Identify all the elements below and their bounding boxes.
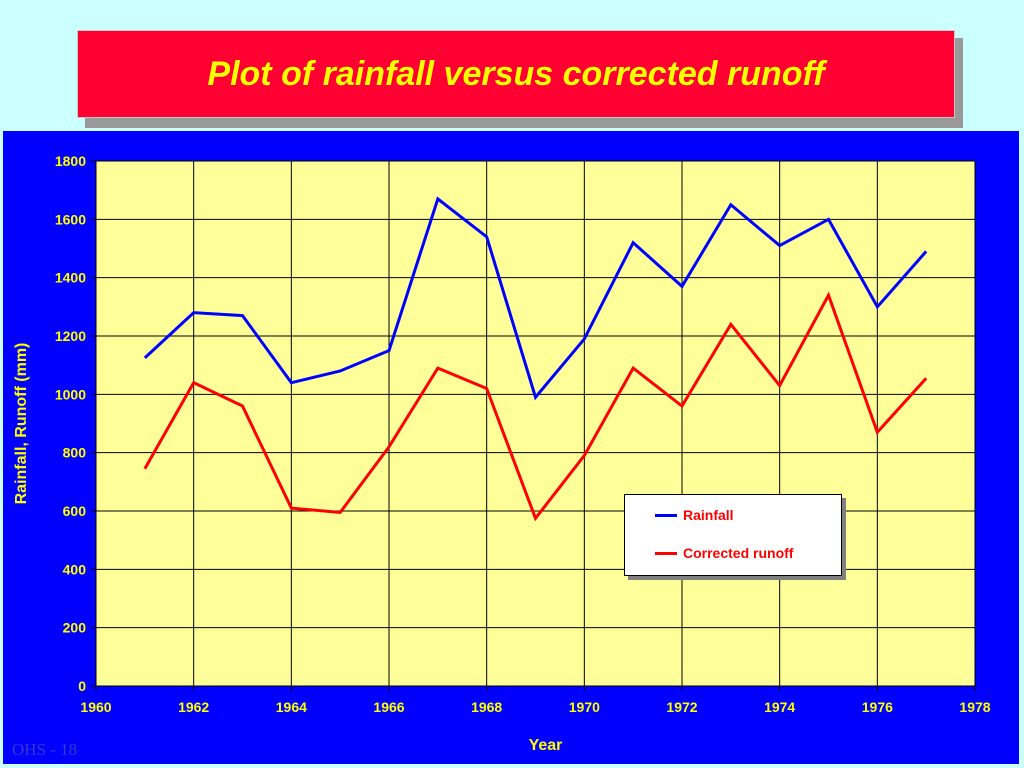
y-tick-label-1200: 1200 <box>55 328 86 344</box>
chart-panel: 1960 1962 1964 1966 1968 1970 1972 1974 1976 1978… <box>3 131 1019 764</box>
y-tick-label-200: 200 <box>63 620 87 636</box>
x-axis-label: Year <box>529 737 563 754</box>
y-tick-label-800: 800 <box>63 445 87 461</box>
x-tick-label-1964: 1964 <box>276 699 307 715</box>
y-tick-label-1800: 1800 <box>55 153 86 169</box>
series-line-rainfall <box>143 196 928 401</box>
legend-swatch-rainfall <box>655 513 677 517</box>
slide-number: OHS - 18 <box>12 740 78 759</box>
x-tick-label-1966: 1966 <box>373 699 404 715</box>
legend-label-runoff: Corrected runoff <box>683 545 794 561</box>
x-tick-label-1970: 1970 <box>569 699 600 715</box>
y-tick-label-1600: 1600 <box>55 211 86 227</box>
y-tick-label-1000: 1000 <box>55 386 86 402</box>
legend-item-rainfall: Rainfall <box>655 507 734 523</box>
y-tick-label-400: 400 <box>63 561 87 577</box>
x-tick-label-1974: 1974 <box>764 699 795 715</box>
y-tick-label-600: 600 <box>63 503 87 519</box>
y-axis-label: Rainfall, Runoff (mm) <box>13 343 30 505</box>
axes: 1960 1962 1964 1966 1968 1970 1972 1974 1976 1978… <box>55 153 991 715</box>
x-tick-label-1962: 1962 <box>178 699 209 715</box>
legend-swatch-runoff <box>655 551 677 555</box>
x-tick-label-1968: 1968 <box>471 699 502 715</box>
series-line-corrected-runoff <box>143 291 928 522</box>
series-layer <box>143 196 928 522</box>
legend-item-runoff: Corrected runoff <box>655 545 793 561</box>
legend-label-rainfall: Rainfall <box>683 507 734 523</box>
plot-area <box>95 160 976 687</box>
title-banner: Plot of rainfall versus corrected runoff <box>77 30 955 118</box>
y-tick-label-0: 0 <box>78 678 86 694</box>
x-tick-label-1976: 1976 <box>862 699 893 715</box>
page-title: Plot of rainfall versus corrected runoff <box>207 54 825 93</box>
line-chart: 1960 1962 1964 1966 1968 1970 1972 1974 1976 1978… <box>13 153 991 754</box>
x-tick-label-1972: 1972 <box>666 699 697 715</box>
y-tick-label-1400: 1400 <box>55 270 86 286</box>
legend: Rainfall Corrected runoff <box>624 494 842 576</box>
x-tick-label-1960: 1960 <box>80 699 111 715</box>
x-tick-label-1978: 1978 <box>959 699 990 715</box>
